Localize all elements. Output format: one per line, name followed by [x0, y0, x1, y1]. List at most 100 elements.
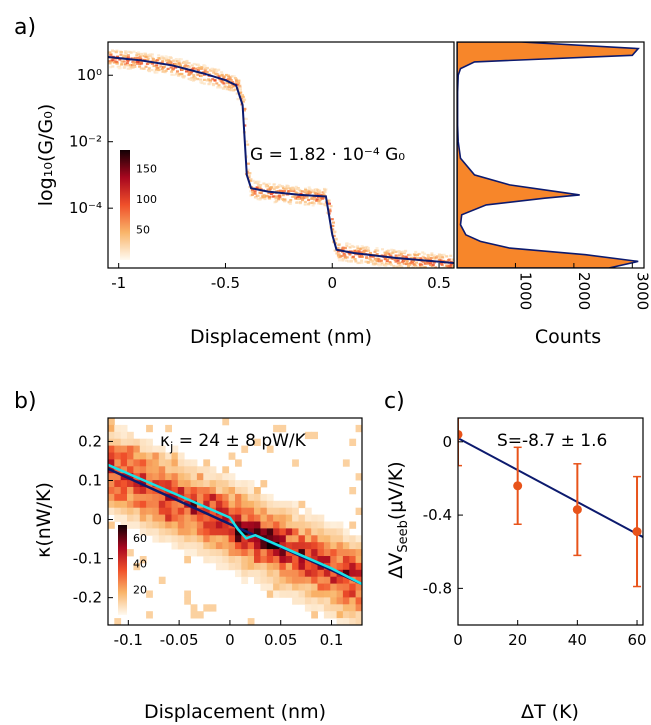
heatmap-cell-a — [297, 197, 301, 201]
heatmap-cell-b — [279, 542, 287, 550]
heatmap-cell-a — [341, 248, 345, 251]
heatmap-cell-b — [165, 507, 172, 515]
heatmap-cell-b — [222, 466, 230, 474]
panel-a-colorbar-tick: 50 — [136, 223, 150, 236]
heatmap-cell-a — [318, 191, 322, 194]
heatmap-cell-b — [127, 459, 134, 467]
heatmap-cell-b — [152, 480, 160, 488]
heatmap-cell-a — [120, 60, 124, 63]
heatmap-cell-a — [442, 253, 446, 256]
heatmap-cell-a — [293, 195, 297, 198]
heatmap-cell-b — [165, 459, 172, 467]
heatmap-cell-b — [298, 535, 306, 543]
heatmap-cell-b — [120, 452, 128, 460]
heatmap-cell-a — [256, 194, 260, 197]
heatmap-cell-b — [222, 514, 230, 522]
heatmap-cell-b — [285, 507, 293, 515]
heatmap-cell-b — [203, 549, 211, 557]
heatmap-cell-b — [203, 473, 211, 481]
heatmap-cell-a — [448, 269, 451, 271]
heatmap-cell-b — [247, 528, 255, 536]
heatmap-cell-a — [402, 259, 406, 262]
heatmap-cell-a — [156, 68, 160, 71]
heatmap-cell-a — [449, 254, 453, 257]
heatmap-cell-a — [331, 228, 335, 231]
heatmap-cell-b — [171, 452, 179, 460]
heatmap-cell-b — [260, 556, 268, 564]
heatmap-cell-b — [235, 493, 242, 502]
heatmap-cell-b — [190, 521, 198, 529]
heatmap-cell-a — [144, 65, 148, 68]
heatmap-cell-b — [158, 487, 166, 495]
heatmap-cell-a — [287, 190, 291, 193]
heatmap-cell-a — [445, 255, 449, 258]
heatmap-cell-a — [328, 202, 331, 205]
heatmap-cell-b — [120, 507, 128, 515]
heatmap-cell-a — [356, 261, 360, 265]
heatmap-cell-b — [203, 459, 211, 467]
heatmap-cell-b — [285, 528, 293, 536]
heatmap-cell-b — [108, 521, 115, 529]
heatmap-cell-a — [357, 254, 361, 257]
heatmap-cell-b — [235, 500, 242, 509]
heatmap-cell-a — [388, 253, 392, 257]
heatmap-cell-b — [228, 556, 236, 564]
heatmap-cell-b — [203, 514, 211, 522]
panel-b-colorbar-tick: 60 — [133, 532, 147, 545]
heatmap-cell-a — [385, 253, 389, 256]
heatmap-cell-a — [301, 199, 304, 202]
heatmap-cell-b — [127, 487, 134, 495]
heatmap-cell-a — [366, 261, 370, 264]
heatmap-cell-b — [165, 535, 172, 543]
heatmap-cell-b — [196, 549, 204, 557]
heatmap-cell-b — [146, 521, 153, 529]
heatmap-cell-b — [260, 576, 268, 584]
heatmap-cell-b — [114, 618, 122, 625]
heatmap-cell-b — [349, 542, 357, 550]
panel-c-fit-line — [458, 437, 643, 538]
heatmap-cell-b — [215, 480, 223, 488]
heatmap-cell-b — [165, 473, 172, 481]
heatmap-cell-b — [139, 438, 147, 446]
panel-b-xtick-label: -0.05 — [160, 631, 199, 649]
heatmap-cell-b — [330, 528, 338, 536]
heatmap-cell-a — [422, 252, 426, 255]
panel-a-ytick-label: 10⁻² — [69, 133, 102, 151]
heatmap-cell-b — [298, 583, 306, 591]
heatmap-cell-b — [184, 549, 191, 557]
heatmap-cell-a — [414, 268, 417, 270]
heatmap-cell-b — [146, 445, 153, 453]
heatmap-cell-a — [166, 67, 170, 70]
heatmap-cell-b — [177, 521, 185, 529]
heatmap-cell-a — [251, 179, 255, 182]
heatmap-cell-b — [127, 507, 134, 515]
heatmap-cell-b — [266, 514, 274, 522]
heatmap-cell-b — [215, 549, 223, 557]
heatmap-cell-a — [146, 58, 149, 61]
heatmap-cell-b — [285, 583, 293, 591]
heatmap-cell-a — [274, 197, 278, 200]
heatmap-cell-b — [273, 500, 280, 509]
heatmap-cell-a — [330, 218, 334, 221]
heatmap-cell-a — [272, 183, 276, 186]
heatmap-cell-b — [184, 590, 191, 598]
heatmap-cell-a — [108, 51, 112, 54]
heatmap-cell-a — [227, 85, 231, 89]
heatmap-cell-a — [374, 262, 378, 265]
heatmap-cell-a — [308, 201, 312, 205]
heatmap-cell-a — [427, 269, 430, 271]
heatmap-cell-b — [260, 569, 268, 578]
histogram-background — [457, 42, 644, 268]
heatmap-cell-a — [348, 253, 352, 256]
heatmap-cell-a — [182, 75, 186, 78]
heatmap-cell-a — [424, 262, 428, 265]
heatmap-cell-b — [171, 459, 179, 467]
heatmap-cell-a — [267, 191, 271, 195]
heatmap-cell-b — [273, 590, 280, 598]
heatmap-cell-b — [260, 500, 268, 509]
heatmap-cell-b — [177, 535, 185, 543]
heatmap-cell-a — [212, 71, 216, 74]
heatmap-cell-a — [138, 55, 142, 58]
heatmap-cell-a — [333, 249, 337, 252]
heatmap-cell-b — [330, 604, 338, 612]
